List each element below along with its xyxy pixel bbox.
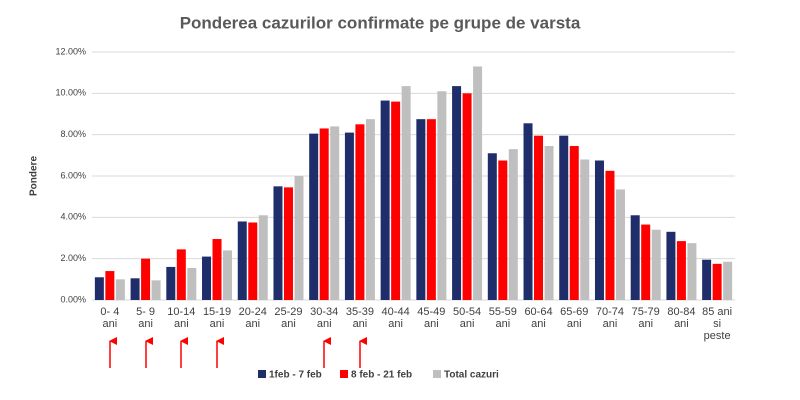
legend-swatch bbox=[258, 370, 266, 378]
bar bbox=[94, 277, 104, 300]
bar bbox=[115, 279, 125, 300]
legend-label: Total cazuri bbox=[444, 370, 499, 381]
legend-label: 1feb - 7 feb bbox=[269, 370, 322, 381]
x-tick-label: 80-84 ani bbox=[667, 306, 696, 330]
bar bbox=[130, 278, 140, 300]
x-tick-label: 30-34 ani bbox=[310, 306, 339, 330]
bar bbox=[473, 66, 483, 300]
bar bbox=[580, 159, 590, 300]
bar bbox=[391, 101, 401, 300]
bar bbox=[380, 100, 390, 300]
bar bbox=[426, 119, 436, 301]
bar bbox=[151, 280, 161, 300]
bar bbox=[534, 135, 544, 300]
bar bbox=[666, 231, 676, 300]
y-tick-label: 6.00% bbox=[60, 170, 86, 180]
x-tick-label: 85 ani si peste bbox=[702, 306, 733, 342]
bar bbox=[283, 187, 293, 300]
bar bbox=[187, 267, 197, 300]
x-tick-label: 10-14 ani bbox=[167, 306, 196, 330]
x-tick-label: 75-79 ani bbox=[631, 306, 660, 330]
bar bbox=[258, 215, 268, 300]
x-tick-label: 35-39 ani bbox=[345, 306, 374, 330]
bar bbox=[723, 261, 733, 300]
bar bbox=[141, 258, 151, 300]
y-tick-label: 12.00% bbox=[55, 46, 86, 56]
bar bbox=[416, 119, 426, 301]
bar bbox=[401, 86, 411, 300]
bar bbox=[309, 133, 319, 300]
y-tick-label: 10.00% bbox=[55, 88, 86, 98]
x-tick-label: 20-24 ani bbox=[238, 306, 267, 330]
bar bbox=[237, 221, 247, 300]
bar bbox=[330, 126, 340, 301]
x-tick-label: 55-59 ani bbox=[488, 306, 517, 330]
y-tick-label: 0.00% bbox=[60, 294, 86, 304]
bar bbox=[594, 160, 604, 300]
bar bbox=[223, 250, 233, 300]
bar bbox=[355, 124, 365, 300]
bar bbox=[202, 256, 212, 300]
bar bbox=[676, 241, 686, 300]
bar bbox=[559, 135, 569, 300]
bar bbox=[687, 243, 697, 300]
bar bbox=[452, 86, 462, 300]
x-tick-label: 15-19 ani bbox=[202, 306, 232, 330]
bar bbox=[176, 249, 186, 300]
bar bbox=[248, 222, 258, 300]
bar bbox=[651, 229, 661, 300]
y-tick-label: 4.00% bbox=[60, 212, 86, 222]
x-tick-label: 60-64 ani bbox=[524, 306, 553, 330]
bar bbox=[365, 119, 375, 301]
bar bbox=[498, 160, 508, 300]
legend-label: 8 feb - 21 feb bbox=[351, 370, 412, 381]
y-tick-label: 8.00% bbox=[60, 129, 86, 139]
x-tick-label: 45-49 ani bbox=[417, 306, 446, 330]
bar bbox=[462, 93, 472, 300]
chart-title: Ponderea cazurilor confirmate pe grupe d… bbox=[180, 13, 581, 32]
bar bbox=[319, 128, 329, 300]
bar bbox=[166, 266, 176, 300]
x-tick-label: 50-54 ani bbox=[453, 306, 482, 330]
bar bbox=[273, 186, 283, 300]
arrows bbox=[109, 337, 367, 368]
bar bbox=[712, 263, 722, 300]
bar bbox=[105, 271, 115, 300]
bar bbox=[344, 132, 354, 300]
bar bbox=[702, 259, 712, 300]
x-tick-label: 70-74 ani bbox=[595, 306, 625, 330]
bar bbox=[605, 170, 615, 300]
bar bbox=[437, 91, 447, 301]
bar bbox=[569, 146, 579, 300]
bar bbox=[630, 215, 640, 300]
bar bbox=[508, 149, 518, 300]
y-axis-label: Pondere bbox=[29, 156, 40, 196]
x-tick-label: 0- 4 ani bbox=[100, 306, 120, 330]
bar bbox=[523, 123, 533, 300]
bar bbox=[615, 189, 625, 300]
y-tick-label: 2.00% bbox=[60, 253, 86, 263]
x-tick-label: 65-69 ani bbox=[560, 306, 589, 330]
bar bbox=[487, 153, 497, 300]
legend-swatch bbox=[340, 370, 348, 378]
legend-swatch bbox=[433, 370, 441, 378]
x-tick-label: 25-29 ani bbox=[274, 306, 303, 330]
bar bbox=[544, 146, 554, 300]
bar bbox=[294, 176, 304, 300]
bar bbox=[641, 224, 651, 300]
bar bbox=[212, 239, 222, 300]
x-tick-label: 5- 9 ani bbox=[136, 306, 156, 330]
x-tick-label: 40-44 ani bbox=[381, 306, 410, 330]
